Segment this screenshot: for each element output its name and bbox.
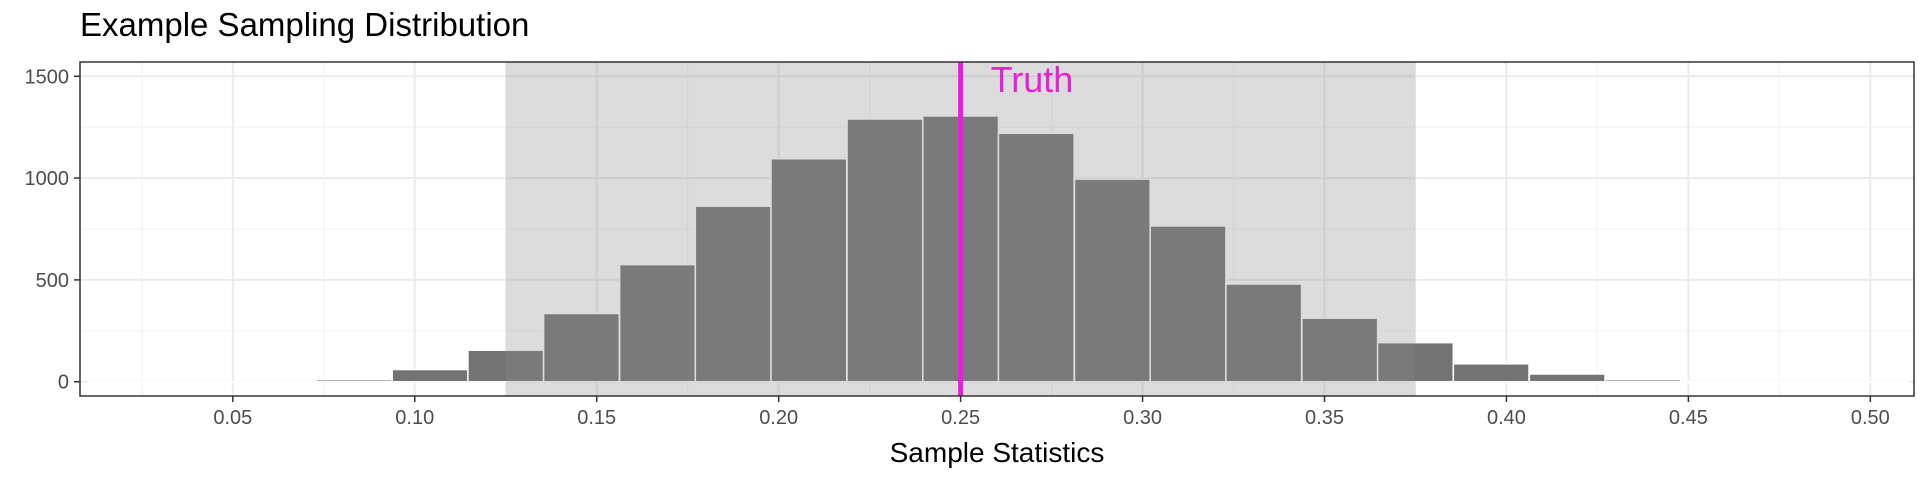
y-tick-label: 1000: [25, 168, 70, 190]
histogram-bar: [1528, 373, 1606, 383]
histogram-bar: [618, 263, 697, 383]
histogram-bar: [87, 380, 166, 384]
truth-layer: Truth: [958, 59, 1074, 396]
histogram-bar: [1452, 363, 1530, 383]
histogram-bar: [1376, 341, 1455, 383]
panel-border: [79, 61, 1915, 397]
histogram-bar: [164, 380, 242, 384]
histogram-bar: [1301, 317, 1379, 383]
truth-label: Truth: [991, 59, 1074, 100]
x-axis: 0.05 0.10 0.15 0.20 0.25 0.30 0.35 0.40 0.45 0.50: [213, 396, 1890, 429]
histogram-bar: [1831, 380, 1909, 384]
y-tick-label: 500: [36, 270, 69, 292]
histogram-bar: [1073, 178, 1151, 383]
y-axis: 0 500 1000 1500: [25, 66, 80, 394]
y-tick-label: 1500: [25, 66, 70, 88]
x-tick-label: 0.30: [1123, 407, 1162, 429]
histogram-bar: [1604, 378, 1682, 383]
histogram-bar: [1756, 380, 1834, 384]
x-tick-label: 0.35: [1305, 407, 1344, 429]
histogram-bar: [1679, 380, 1758, 384]
x-tick-label: 0.45: [1669, 407, 1708, 429]
x-tick-label: 0.50: [1851, 407, 1890, 429]
histogram-bar: [770, 157, 848, 383]
x-axis-title: Sample Statistics: [890, 437, 1105, 468]
histogram-bar: [315, 378, 393, 383]
histogram-bar: [467, 349, 545, 383]
histogram-bar: [997, 132, 1075, 383]
histogram-bar: [1225, 283, 1303, 383]
x-tick-label: 0.20: [759, 407, 798, 429]
y-tick-label: 0: [58, 372, 69, 394]
chart-title: Example Sampling Distribution: [80, 6, 530, 43]
histogram-bar: [391, 368, 469, 383]
x-tick-label: 0.40: [1487, 407, 1526, 429]
x-tick-label: 0.15: [577, 407, 616, 429]
histogram-bar: [239, 380, 317, 384]
x-tick-label: 0.05: [213, 407, 252, 429]
x-tick-label: 0.25: [941, 407, 980, 429]
histogram-bar: [1149, 225, 1227, 383]
bars-layer: [87, 115, 1909, 384]
x-tick-label: 0.10: [395, 407, 434, 429]
